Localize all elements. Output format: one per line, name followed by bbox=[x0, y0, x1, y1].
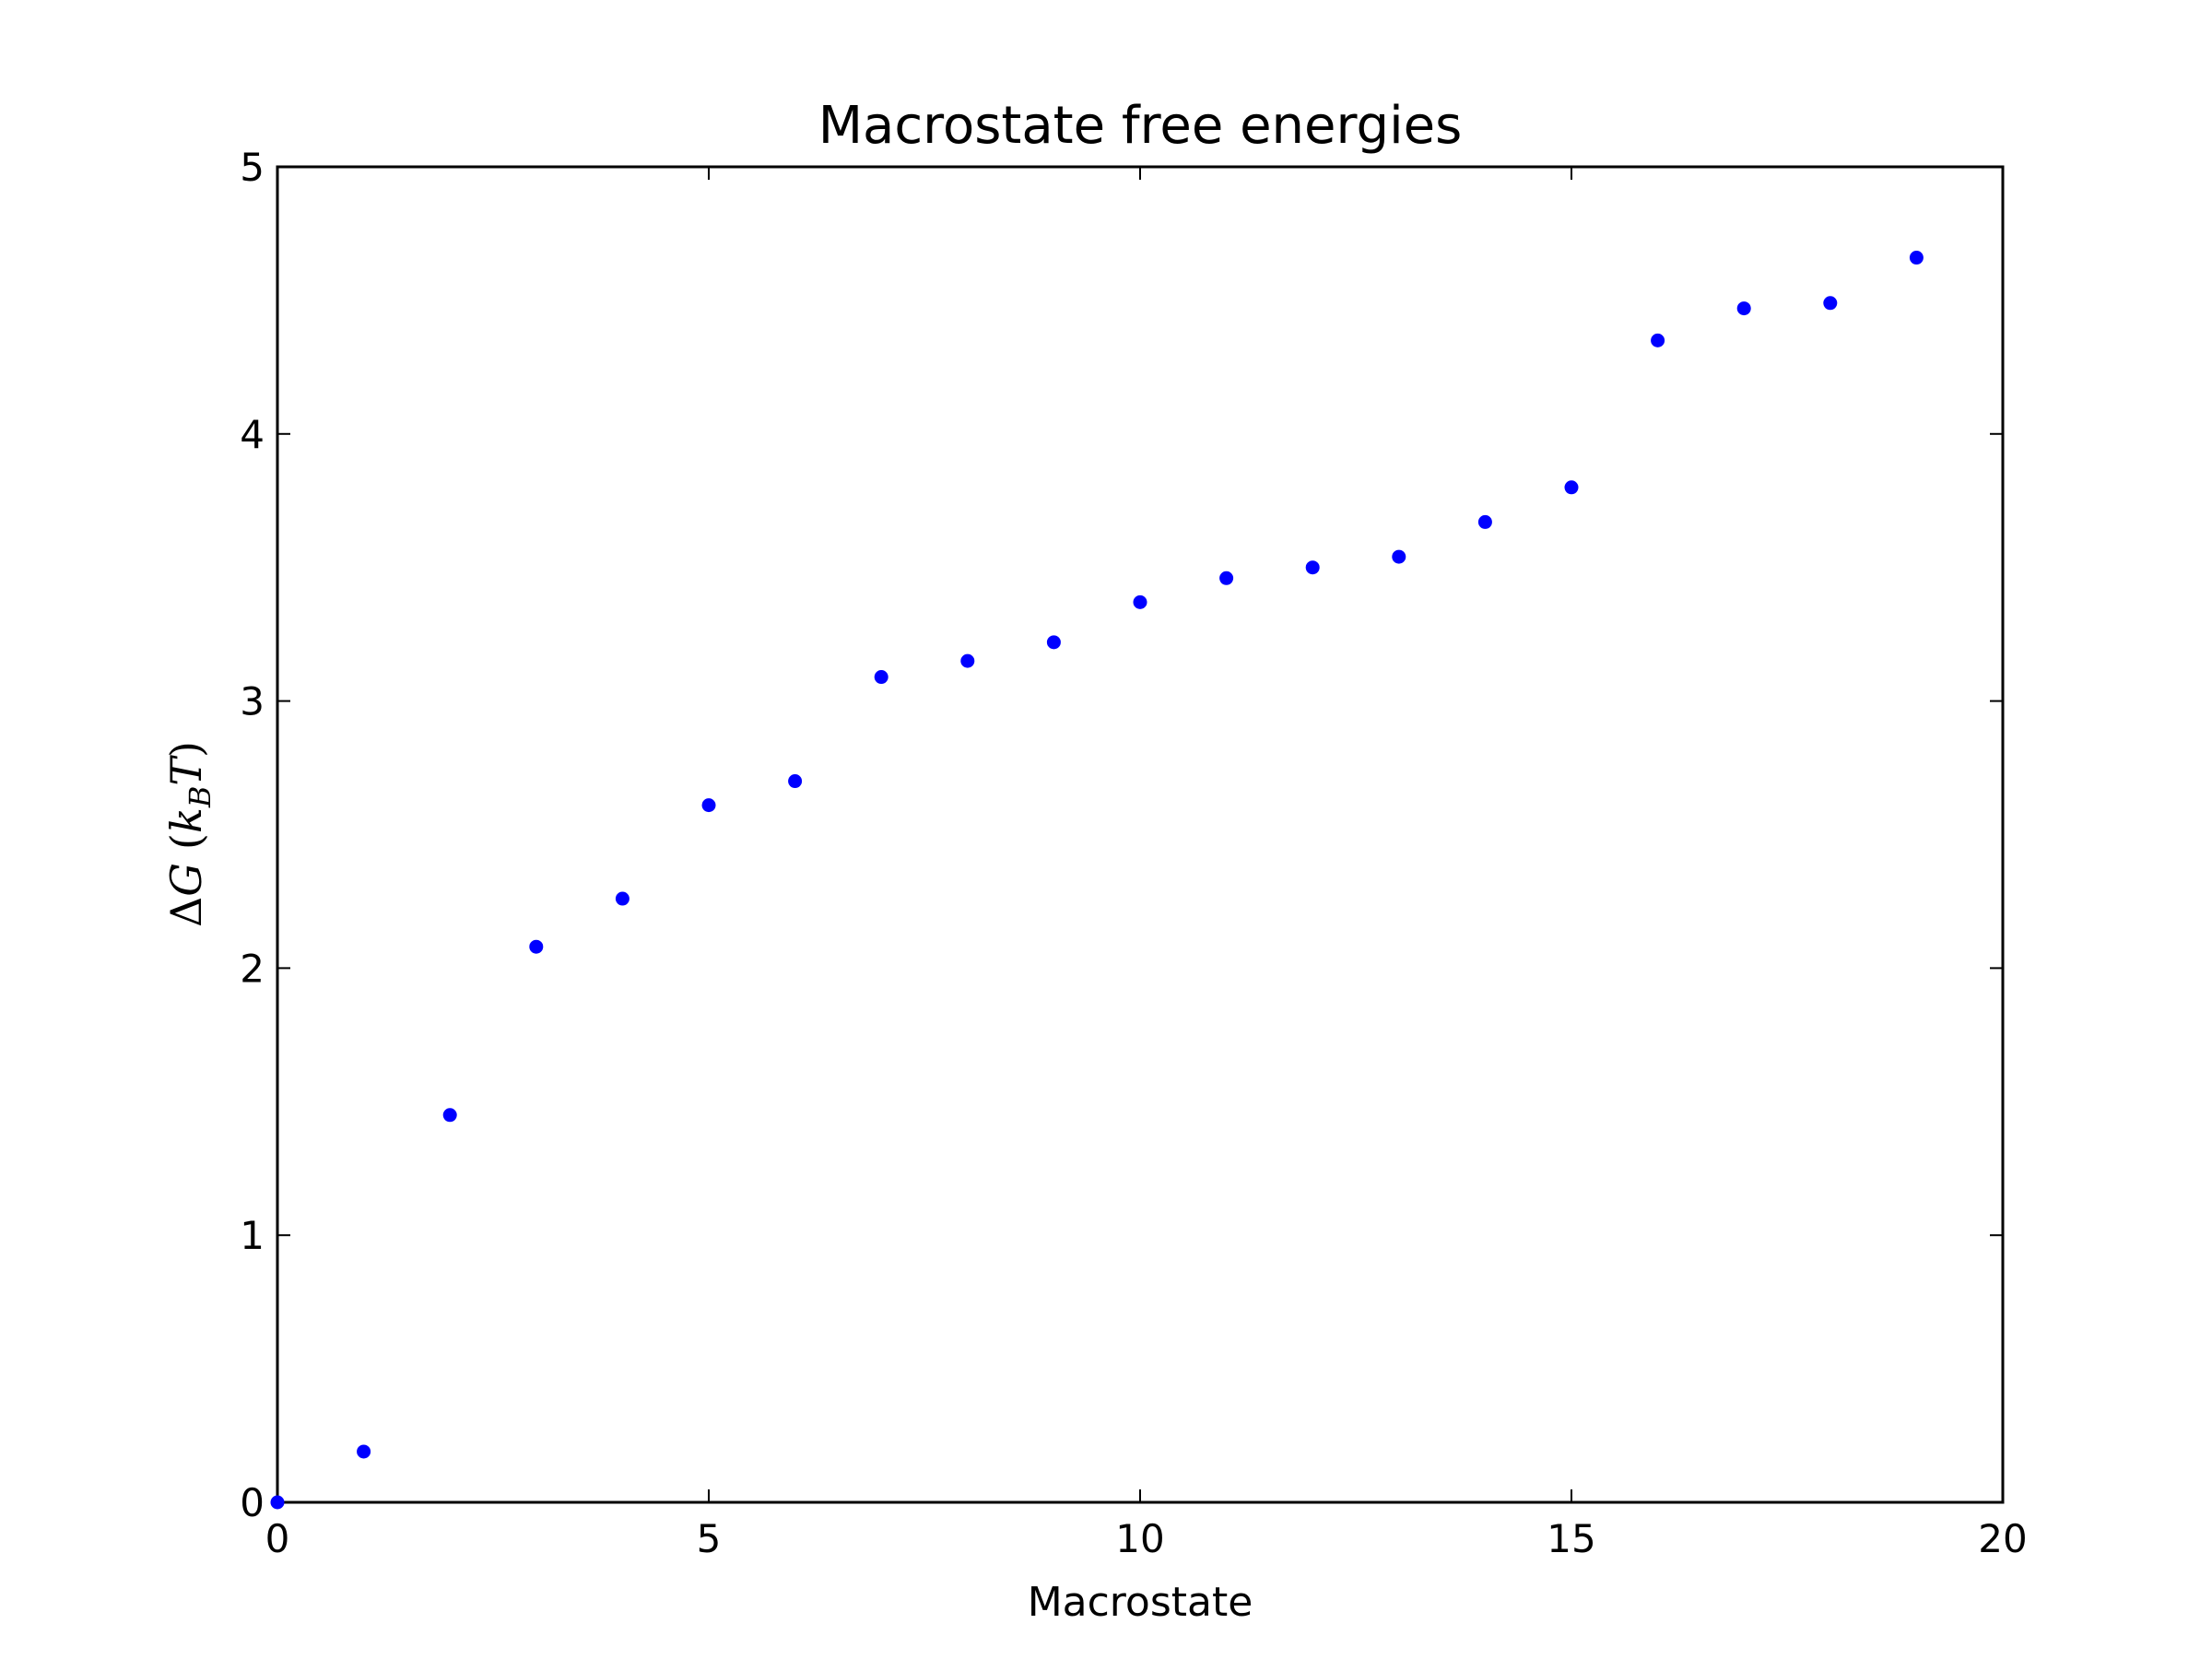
y-tick-label: 0 bbox=[240, 1480, 265, 1525]
data-point bbox=[1305, 560, 1320, 575]
y-label-subscript-b: B bbox=[182, 786, 218, 809]
x-tick-label: 5 bbox=[697, 1516, 722, 1561]
y-axis-label: ΔG (kBT) bbox=[161, 741, 218, 927]
y-tick-label: 4 bbox=[240, 412, 265, 457]
data-point bbox=[1219, 571, 1234, 585]
data-point bbox=[701, 798, 716, 813]
x-axis-ticks: 0 5 10 15 20 bbox=[265, 167, 2028, 1561]
data-point bbox=[1477, 514, 1492, 529]
data-point bbox=[960, 653, 975, 668]
y-label-g: G bbox=[161, 863, 211, 897]
data-point bbox=[442, 1108, 457, 1123]
y-label-close-paren: ) bbox=[161, 741, 211, 758]
data-point bbox=[615, 891, 629, 906]
data-point bbox=[874, 670, 888, 685]
x-tick-label: 0 bbox=[265, 1516, 290, 1561]
y-tick-label: 3 bbox=[240, 679, 265, 724]
data-point bbox=[1392, 549, 1406, 564]
y-axis-ticks: 0 1 2 3 4 5 bbox=[240, 145, 2003, 1525]
x-tick-label: 15 bbox=[1547, 1516, 1595, 1561]
data-point bbox=[1909, 251, 1924, 265]
data-point bbox=[1133, 594, 1147, 609]
data-point bbox=[357, 1444, 371, 1459]
x-tick-label: 10 bbox=[1115, 1516, 1164, 1561]
y-label-t: T bbox=[161, 755, 211, 786]
data-point bbox=[1651, 333, 1665, 347]
y-label-delta: Δ bbox=[161, 897, 211, 927]
x-tick-label: 20 bbox=[1978, 1516, 2027, 1561]
y-tick-label: 5 bbox=[240, 145, 265, 190]
data-point bbox=[788, 774, 803, 789]
x-axis-label: Macrostate bbox=[1028, 1579, 1253, 1626]
data-point bbox=[1823, 296, 1838, 311]
data-point bbox=[270, 1495, 285, 1510]
chart-title: Macrostate free energies bbox=[818, 96, 1463, 156]
y-label-k: k bbox=[161, 807, 211, 833]
y-tick-label: 2 bbox=[240, 946, 265, 991]
data-point bbox=[529, 939, 544, 954]
data-points bbox=[270, 251, 1924, 1510]
y-tick-label: 1 bbox=[240, 1213, 265, 1258]
plot-area: 0 5 10 15 20 0 1 2 3 4 5 bbox=[240, 145, 2027, 1561]
data-point bbox=[1046, 635, 1061, 650]
data-point bbox=[1564, 480, 1579, 495]
y-label-open-paren: ( bbox=[161, 833, 211, 850]
data-point bbox=[1736, 301, 1751, 316]
